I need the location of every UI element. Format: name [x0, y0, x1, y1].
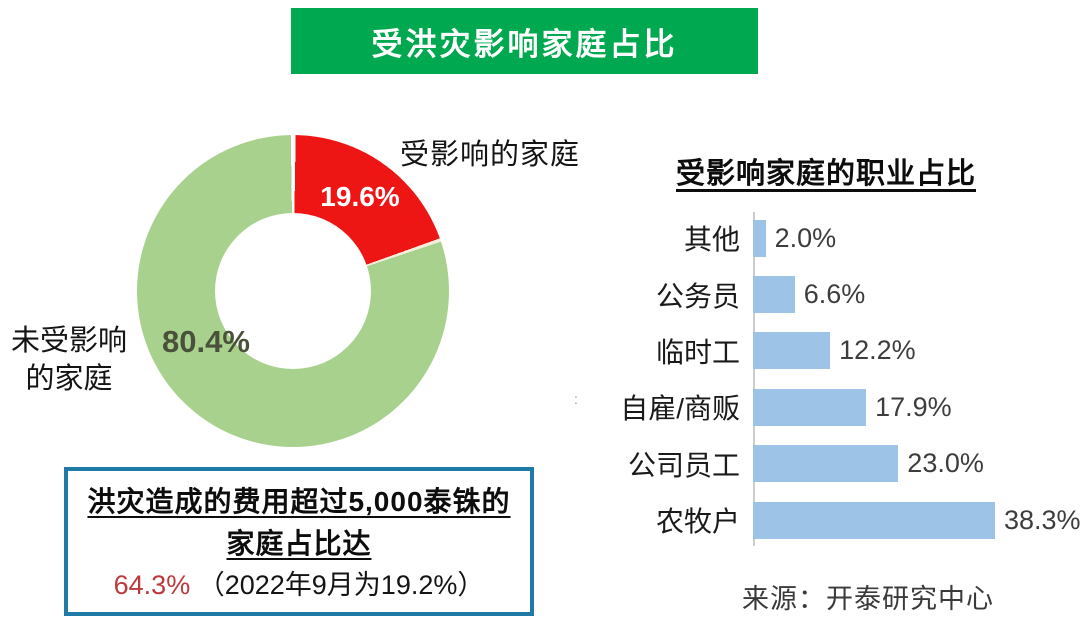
- bar-category-label: 公务员: [655, 280, 740, 312]
- bar-row: 农牧户 38.3%: [598, 492, 1080, 548]
- bar: [753, 501, 995, 539]
- title-banner: 受洪灾影响家庭占比: [291, 8, 758, 74]
- bar: [753, 276, 795, 314]
- bar-value-label: 12.2%: [839, 335, 916, 366]
- bar: [753, 445, 899, 483]
- donut-hole: [215, 213, 371, 369]
- bar-value-label: 23.0%: [907, 448, 984, 479]
- bar-value-label: 2.0%: [774, 222, 837, 253]
- bar-value-label: 6.6%: [803, 279, 866, 310]
- bar-category-label: 农牧户: [655, 506, 740, 538]
- page-title: 受洪灾影响家庭占比: [371, 26, 678, 62]
- bar-row: 公务员 6.6%: [598, 266, 1080, 322]
- callout-line1: 洪灾造成的费用超过5,000泰铢的: [87, 485, 511, 517]
- donut-label-unaffected: 未受影响 的家庭: [2, 322, 136, 398]
- donut-label-affected: 受影响的家庭: [400, 139, 581, 171]
- bar-row: 公司员工 23.0%: [598, 436, 1080, 492]
- donut-label-unaffected-line2: 的家庭: [25, 363, 113, 395]
- bar: [753, 332, 831, 370]
- callout-comparison: （2022年9月为19.2%）: [197, 569, 485, 600]
- bar-category-label: 公司员工: [627, 449, 740, 481]
- bar-chart: 其他 2.0% 公务员 6.6% 临时工 12.2% 自雇/商贩 17.9% 公司员工 23.0%…: [598, 210, 1080, 548]
- donut-chart: [137, 135, 449, 447]
- bar-chart-axis-line: [753, 212, 755, 546]
- flood-cost-callout-box: 洪灾造成的费用超过5,000泰铢的 家庭占比达 64.3% （2022年9月为1…: [64, 467, 534, 616]
- stray-mark: :: [574, 391, 578, 407]
- callout-line2: 家庭占比达: [226, 527, 372, 559]
- donut-label-unaffected-line1: 未受影响: [10, 325, 127, 357]
- bar-row: 临时工 12.2%: [598, 323, 1080, 379]
- bar: [753, 219, 766, 257]
- bar-category-label: 临时工: [655, 336, 740, 368]
- bar-value-label: 17.9%: [875, 391, 952, 422]
- bar-chart-title: 受影响家庭的职业占比: [676, 158, 977, 190]
- callout-highlight-value: 64.3%: [113, 569, 191, 600]
- bar-row: 自雇/商贩 17.9%: [598, 379, 1080, 435]
- bar-row: 其他 2.0%: [598, 210, 1080, 266]
- bar-category-label: 其他: [683, 224, 740, 256]
- bar-category-label: 自雇/商贩: [620, 393, 740, 425]
- callout-line3: 64.3% （2022年9月为19.2%）: [114, 565, 485, 605]
- donut-value-unaffected: 80.4%: [162, 324, 250, 359]
- bar: [753, 388, 867, 426]
- source-note: 来源：开泰研究中心: [742, 584, 994, 614]
- bar-value-label: 38.3%: [1004, 504, 1080, 535]
- donut-value-affected: 19.6%: [320, 181, 400, 212]
